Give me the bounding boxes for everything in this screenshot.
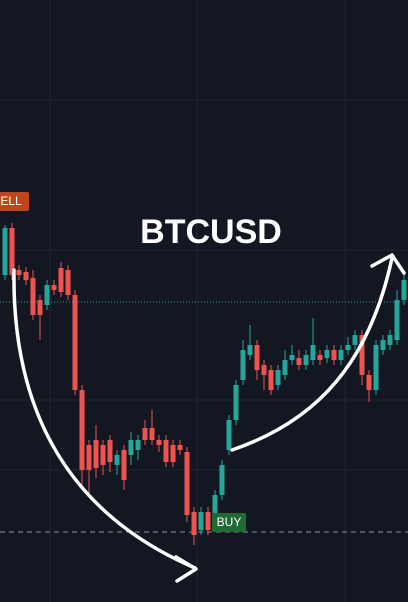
buy-badge	[212, 513, 246, 532]
candle-body	[205, 512, 211, 530]
candle-body	[142, 428, 148, 440]
candle-body	[233, 385, 239, 420]
down-arrow-head	[174, 555, 198, 583]
candle-body	[226, 420, 232, 450]
candle-body	[296, 358, 302, 365]
candle-body	[156, 440, 162, 445]
candle-body	[324, 350, 330, 358]
candle-body	[331, 350, 337, 360]
candle-body	[9, 228, 15, 275]
candle-body	[401, 280, 407, 300]
candle-body	[247, 345, 253, 355]
candles	[2, 223, 407, 545]
candle-body	[310, 345, 316, 360]
candle-body	[380, 340, 386, 350]
candle-body	[30, 278, 36, 315]
candle-body	[2, 228, 8, 275]
candle-body	[135, 440, 141, 450]
candle-body	[366, 375, 372, 390]
candle-body	[65, 270, 71, 295]
candle-body	[93, 440, 99, 468]
candle-body	[100, 445, 106, 465]
candle-body	[352, 335, 358, 345]
candle-body	[107, 440, 113, 462]
up-arrow	[230, 256, 394, 452]
candle-body	[58, 268, 64, 292]
candle-body	[282, 360, 288, 375]
candle-body	[275, 370, 281, 385]
candle-body	[44, 285, 50, 305]
candle-body	[37, 300, 43, 315]
sell-label: SELL	[0, 194, 22, 208]
candle-body	[121, 450, 127, 480]
candle-body	[128, 440, 134, 455]
sell-badge	[0, 192, 29, 211]
candle-body	[72, 295, 78, 390]
candle-body	[317, 355, 323, 360]
candle-body	[394, 300, 400, 340]
candle-body	[268, 370, 274, 390]
candle-body	[359, 335, 365, 375]
candle-body	[289, 355, 295, 360]
candle-body	[170, 445, 176, 462]
candle-body	[303, 355, 309, 365]
candle-body	[198, 512, 204, 530]
candle-body	[86, 445, 92, 470]
candle-body	[23, 272, 29, 280]
chart-title: BTCUSD	[140, 213, 282, 251]
candle-body	[373, 345, 379, 390]
candle-body	[387, 335, 393, 345]
candle-body	[149, 428, 155, 440]
candle-body	[254, 345, 260, 370]
candle-body	[51, 285, 57, 290]
candle-body	[114, 455, 120, 465]
down-arrow	[12, 268, 197, 570]
candle-body	[177, 445, 183, 450]
candle-body	[261, 365, 267, 375]
candle-body	[219, 465, 225, 495]
candle-body	[163, 440, 169, 462]
candle-body	[191, 512, 197, 535]
candle-body	[184, 452, 190, 515]
candle-body	[240, 350, 246, 380]
candle-body	[79, 390, 85, 470]
up-arrow-head	[370, 253, 406, 275]
candle-body	[16, 270, 22, 275]
candle-body	[345, 345, 351, 350]
candle-body	[338, 350, 344, 360]
buy-label: BUY	[217, 515, 242, 529]
candle-body	[212, 495, 218, 520]
